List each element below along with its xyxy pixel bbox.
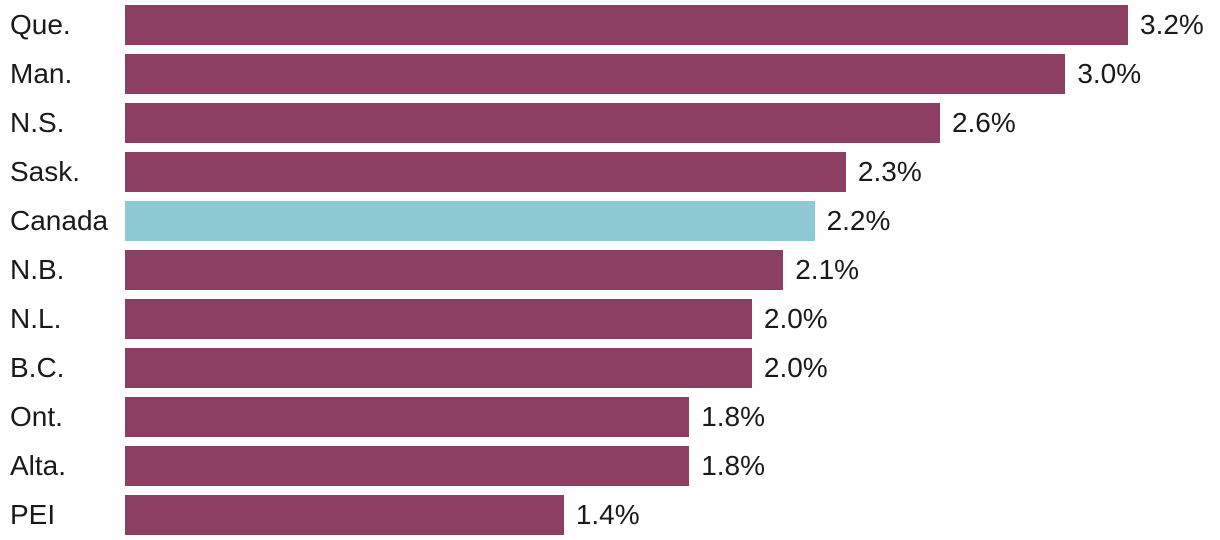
bar <box>125 250 784 291</box>
chart-row: N.S. 2.6% <box>0 98 1220 147</box>
chart-row: Canada 2.2% <box>0 196 1220 245</box>
chart-row: PEI 1.4% <box>0 491 1220 540</box>
category-label: N.B. <box>10 254 65 286</box>
value-label: 3.0% <box>1077 57 1142 89</box>
bar-track: 1.8% <box>125 442 1220 491</box>
bar-highlight <box>125 200 815 241</box>
chart-row: N.L. 2.0% <box>0 295 1220 344</box>
value-label: 1.8% <box>701 450 766 482</box>
chart-row: Sask. 2.3% <box>0 147 1220 196</box>
bar-track: 3.2% <box>125 0 1220 49</box>
chart-row: N.B. 2.1% <box>0 245 1220 294</box>
bar <box>125 348 752 389</box>
category-label: N.S. <box>10 106 65 138</box>
bar <box>125 446 690 487</box>
category-label: N.L. <box>10 303 62 335</box>
category-label: Ont. <box>10 401 63 433</box>
bar-track: 1.8% <box>125 393 1220 442</box>
bar-track: 2.2% <box>125 196 1220 245</box>
value-label: 2.2% <box>826 204 891 236</box>
bar <box>125 151 846 192</box>
chart-row: Man. 3.0% <box>0 49 1220 98</box>
category-label: PEI <box>10 499 56 531</box>
value-label: 3.2% <box>1140 8 1204 40</box>
value-label: 1.8% <box>701 401 766 433</box>
bar-track: 2.0% <box>125 295 1220 344</box>
bar <box>125 4 1128 45</box>
chart-row: Que. 3.2% <box>0 0 1220 49</box>
category-label: Canada <box>10 204 109 236</box>
category-label: Man. <box>10 57 73 89</box>
value-label: 2.3% <box>857 155 922 187</box>
bar <box>125 495 564 536</box>
value-label: 2.0% <box>763 352 828 384</box>
bar-track: 3.0% <box>125 49 1220 98</box>
bar-track: 2.1% <box>125 245 1220 294</box>
value-label: 1.4% <box>575 499 640 531</box>
bar-track: 2.3% <box>125 147 1220 196</box>
bar <box>125 299 752 340</box>
value-label: 2.1% <box>795 254 860 286</box>
value-label: 2.6% <box>951 106 1016 138</box>
bar <box>125 102 940 143</box>
category-label: Sask. <box>10 155 81 187</box>
bar-track: 1.4% <box>125 491 1220 540</box>
category-label: Que. <box>10 8 71 40</box>
bar <box>125 53 1066 94</box>
bar-track: 2.0% <box>125 344 1220 393</box>
chart-row: Ont. 1.8% <box>0 393 1220 442</box>
value-label: 2.0% <box>763 303 828 335</box>
bar <box>125 397 690 438</box>
chart-row: Alta. 1.8% <box>0 442 1220 491</box>
category-label: B.C. <box>10 352 65 384</box>
chart-row: B.C. 2.0% <box>0 344 1220 393</box>
category-label: Alta. <box>10 450 67 482</box>
bar-track: 2.6% <box>125 98 1220 147</box>
